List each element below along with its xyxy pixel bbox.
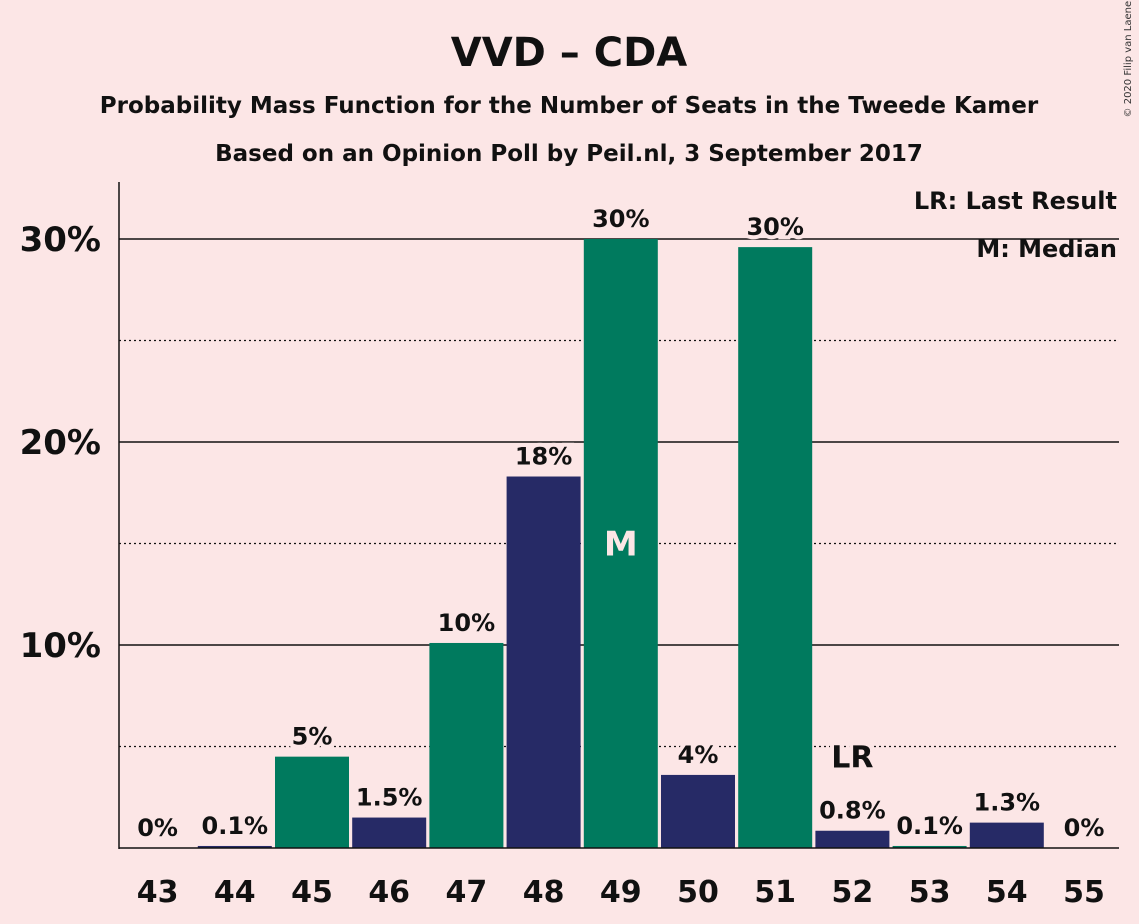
bar bbox=[661, 774, 735, 848]
data-label: 1.3% bbox=[974, 789, 1041, 817]
labels: 0% 0.1% 5% 1.5% 10% 18% 30% M 4% 30% 0.8% LR 0.1% 1.3… bbox=[133, 201, 1108, 846]
data-label: 0% bbox=[137, 814, 178, 842]
bar bbox=[738, 247, 813, 848]
data-label: 18% bbox=[515, 443, 572, 471]
x-tick-label: 43 bbox=[137, 875, 179, 910]
data-label: 30% bbox=[592, 205, 649, 233]
data-label: 30% bbox=[746, 213, 803, 241]
x-tick-label: 47 bbox=[446, 875, 488, 910]
x-tick-label: 55 bbox=[1063, 875, 1105, 910]
bar bbox=[506, 476, 581, 848]
median-marker: M bbox=[604, 525, 638, 565]
bar bbox=[275, 756, 349, 848]
data-label: 10% bbox=[438, 609, 495, 637]
data-label: 0.1% bbox=[896, 812, 963, 840]
y-tick-label: 30% bbox=[20, 220, 101, 260]
bar bbox=[197, 845, 272, 848]
data-label: 0% bbox=[1064, 814, 1105, 842]
y-tick-label: 20% bbox=[20, 423, 101, 463]
bar bbox=[815, 830, 890, 848]
x-tick-label: 50 bbox=[677, 875, 719, 910]
bar bbox=[583, 239, 658, 848]
data-label: 0.1% bbox=[202, 812, 269, 840]
last-result-marker: LR bbox=[831, 741, 873, 776]
legend-median: M: Median bbox=[976, 235, 1117, 263]
legend-last-result: LR: Last Result bbox=[914, 187, 1117, 215]
bar bbox=[892, 845, 967, 848]
x-tick-label: 53 bbox=[909, 875, 951, 910]
data-label: 1.5% bbox=[356, 784, 423, 812]
chart-subtitle: Probability Mass Function for the Number… bbox=[100, 93, 1039, 119]
x-tick-label: 44 bbox=[214, 875, 256, 910]
chart-subtitle-source: Based on an Opinion Poll by Peil.nl, 3 S… bbox=[215, 141, 923, 167]
x-tick-label: 54 bbox=[986, 875, 1028, 910]
x-tick-label: 49 bbox=[600, 875, 642, 910]
bar bbox=[969, 822, 1044, 848]
x-tick-label: 48 bbox=[523, 875, 565, 910]
bar bbox=[429, 642, 504, 848]
x-tick-label: 51 bbox=[754, 875, 796, 910]
data-label: 0.8% bbox=[819, 797, 886, 825]
bars bbox=[197, 239, 1044, 848]
data-label: 4% bbox=[678, 741, 719, 769]
x-tick-label: 45 bbox=[291, 875, 333, 910]
axes: 10% 20% 30% 43 44 45 46 47 48 49 50 51 52 53 54 55 bbox=[20, 182, 1119, 910]
x-tick-label: 46 bbox=[368, 875, 410, 910]
chart-title: VVD – CDA bbox=[451, 30, 688, 76]
x-tick-label: 52 bbox=[832, 875, 874, 910]
copyright-notice: © 2020 Filip van Laenen bbox=[1123, 0, 1134, 117]
data-label: 5% bbox=[292, 723, 333, 751]
bar bbox=[352, 817, 427, 848]
y-tick-label: 10% bbox=[20, 626, 101, 666]
